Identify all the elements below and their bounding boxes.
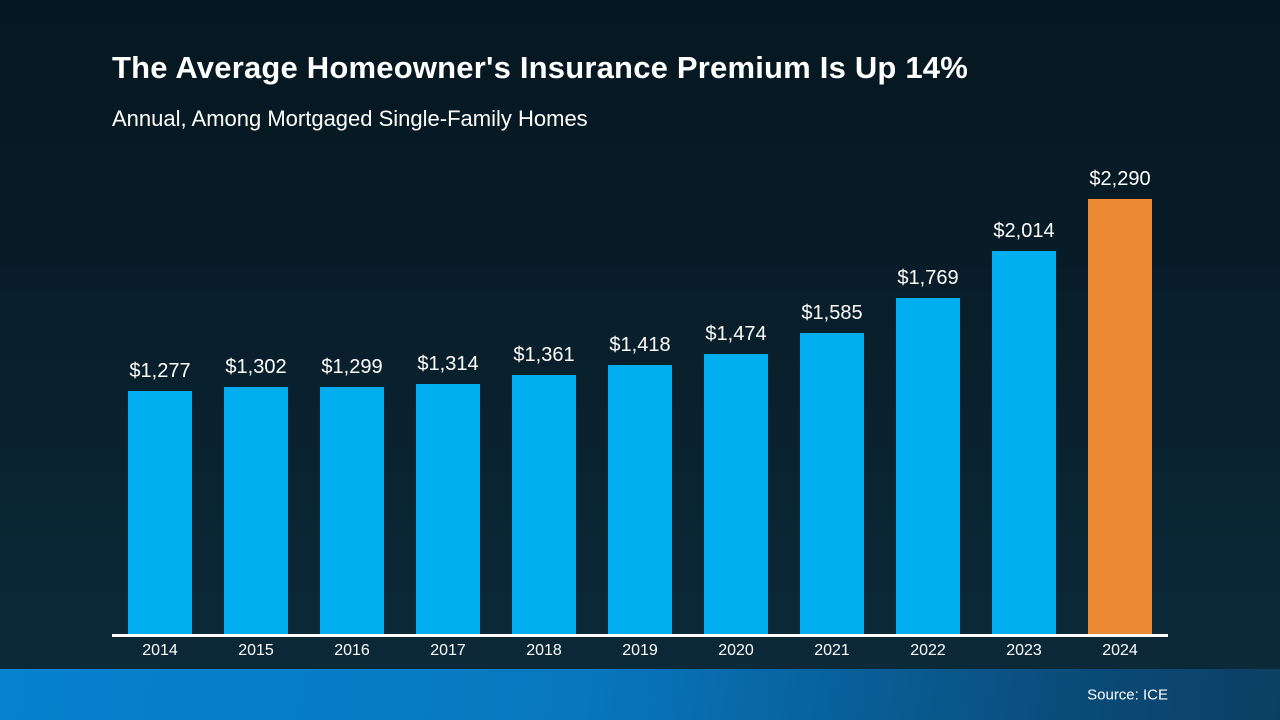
bar xyxy=(992,251,1056,634)
bar-value-label: $2,290 xyxy=(1089,168,1151,190)
x-axis-tick-label: 2018 xyxy=(526,642,562,659)
x-axis-tick-label: 2017 xyxy=(430,642,466,659)
x-axis-tick-label: 2024 xyxy=(1102,642,1138,659)
bar-value-label: $1,314 xyxy=(417,353,479,375)
bars-row: $1,277 $1,302 $1,299 $1,314 $1,361 $1,418 $1,4… xyxy=(112,154,1168,634)
bar-value-label: $1,277 xyxy=(129,360,191,382)
x-axis-tick-label: 2020 xyxy=(718,642,754,659)
bar-column-2017: $1,314 xyxy=(416,353,480,634)
x-axis-labels: 2014 2015 2016 2017 2018 2019 2020 2021 2022 2023… xyxy=(112,642,1168,660)
bar xyxy=(896,298,960,634)
x-axis-tick-label: 2023 xyxy=(1006,642,1042,659)
bar-column-2020: $1,474 xyxy=(704,323,768,634)
bar-column-2024: $2,290 xyxy=(1088,168,1152,634)
bar-value-label: $2,014 xyxy=(993,220,1055,242)
x-axis-line xyxy=(112,634,1168,637)
bar-column-2022: $1,769 xyxy=(896,267,960,634)
bar xyxy=(704,354,768,634)
x-axis-tick-label: 2022 xyxy=(910,642,946,659)
bar xyxy=(320,387,384,634)
bar-column-2021: $1,585 xyxy=(800,302,864,634)
bar xyxy=(608,365,672,634)
bar xyxy=(800,333,864,634)
bar-value-label: $1,769 xyxy=(897,267,959,289)
bar-value-label: $1,299 xyxy=(321,356,383,378)
bar-value-label: $1,418 xyxy=(609,334,671,356)
x-axis-tick-label: 2019 xyxy=(622,642,658,659)
bar-value-label: $1,474 xyxy=(705,323,767,345)
bar-value-label: $1,302 xyxy=(225,356,287,378)
bar-chart: $1,277 $1,302 $1,299 $1,314 $1,361 $1,418 $1,4… xyxy=(112,154,1168,659)
source-label: Source: ICE xyxy=(1087,686,1168,703)
bar-column-2018: $1,361 xyxy=(512,344,576,634)
bar-column-2023: $2,014 xyxy=(992,220,1056,634)
bar xyxy=(128,391,192,634)
bar xyxy=(224,387,288,634)
bar-value-label: $1,585 xyxy=(801,302,863,324)
footer-band: Source: ICE xyxy=(0,669,1280,720)
chart-subtitle: Annual, Among Mortgaged Single-Family Ho… xyxy=(112,106,588,131)
bar-value-label: $1,361 xyxy=(513,344,575,366)
bar-column-2014: $1,277 xyxy=(128,360,192,634)
bar-column-2016: $1,299 xyxy=(320,356,384,634)
bar xyxy=(512,375,576,634)
x-axis-tick-label: 2016 xyxy=(334,642,370,659)
bar-column-2019: $1,418 xyxy=(608,334,672,634)
bar-highlighted xyxy=(1088,199,1152,634)
bar-column-2015: $1,302 xyxy=(224,356,288,634)
bar xyxy=(416,384,480,634)
x-axis-tick-label: 2014 xyxy=(142,642,178,659)
x-axis-tick-label: 2015 xyxy=(238,642,274,659)
x-axis-tick-label: 2021 xyxy=(814,642,850,659)
chart-title: The Average Homeowner's Insurance Premiu… xyxy=(112,50,969,85)
